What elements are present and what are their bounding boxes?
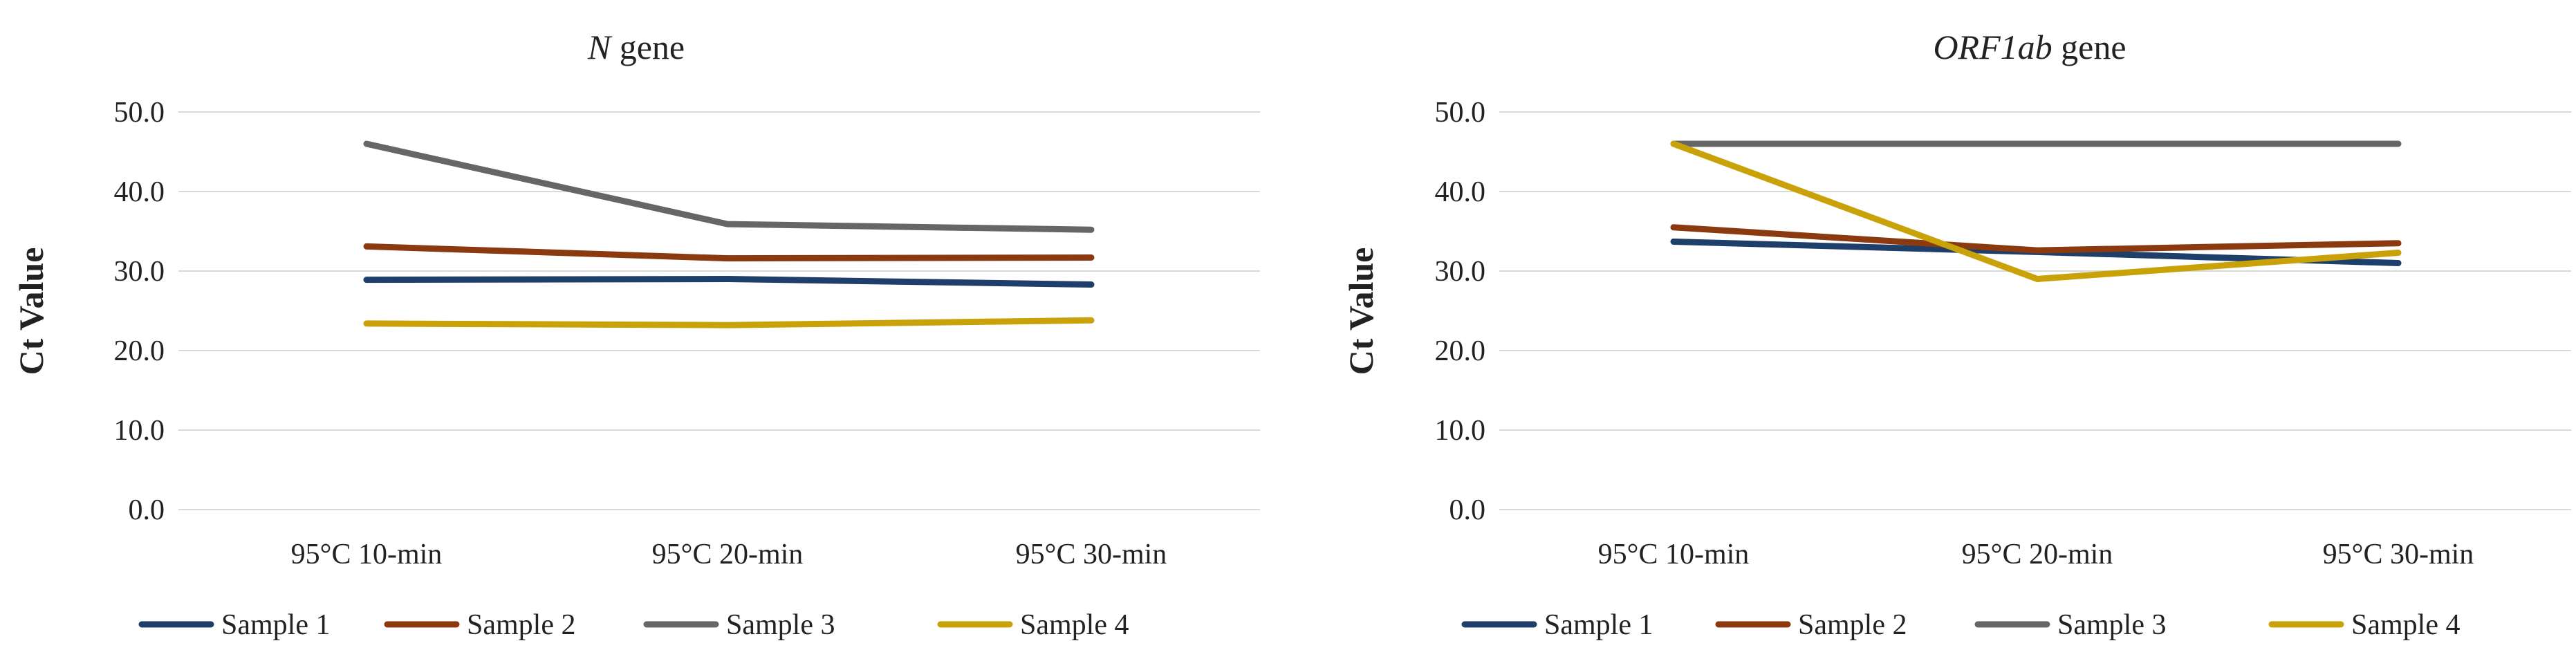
legend-label: Sample 2: [1798, 609, 1907, 641]
y-axis-label: Ct Value: [1342, 248, 1380, 375]
chart-title-rest: gene: [611, 28, 685, 66]
y-tick-label: 40.0: [114, 176, 165, 208]
x-tick-label: 95°C 10-min: [1598, 539, 1750, 570]
legend-label: Sample 4: [1020, 609, 1129, 641]
legend-label: Sample 4: [2351, 609, 2460, 641]
legend-label: Sample 3: [2057, 609, 2166, 641]
y-tick-label: 0.0: [1449, 494, 1486, 526]
legend-label: Sample 1: [1544, 609, 1653, 641]
y-tick-label: 10.0: [114, 415, 165, 447]
x-tick-label: 95°C 10-min: [291, 539, 443, 570]
y-tick-label: 20.0: [114, 335, 165, 367]
y-tick-label: 40.0: [1435, 176, 1486, 208]
series-line-sample-2: [363, 243, 1095, 262]
legend-label: Sample 3: [726, 609, 835, 641]
chart-panel-1: 0.0 10.0 20.0 30.0 40.0 50.0 N gene Ct Value 95°…: [12, 28, 1260, 641]
series-line-sample-4: [363, 317, 1095, 328]
chart-title: ORF1ab gene: [1933, 28, 2126, 66]
y-tick-label: 0.0: [129, 494, 165, 526]
y-axis-label: Ct Value: [12, 248, 50, 375]
legend-label: Sample 1: [221, 609, 330, 641]
y-tick-label: 30.0: [114, 256, 165, 288]
series-line-sample-3: [363, 140, 1095, 233]
x-tick-label: 95°C 30-min: [2323, 539, 2474, 570]
series-line-sample-2: [1670, 224, 2402, 254]
series-line-sample-4: [1670, 140, 2402, 282]
chart-title: N gene: [587, 28, 685, 66]
x-tick-label: 95°C 20-min: [652, 539, 804, 570]
y-tick-label: 50.0: [114, 97, 165, 129]
y-tick-label: 20.0: [1435, 335, 1486, 367]
series-line-sample-1: [363, 276, 1095, 288]
chart-title-rest: gene: [2053, 28, 2126, 66]
x-tick-label: 95°C 30-min: [1016, 539, 1167, 570]
chart-title-italic: ORF1ab: [1933, 28, 2052, 66]
chart-panel-2: 0.0 10.0 20.0 30.0 40.0 50.0 ORF1ab gene Ct Val…: [1342, 28, 2571, 641]
x-tick-label: 95°C 20-min: [1962, 539, 2113, 570]
chart-title-italic: N: [587, 28, 613, 66]
legend-label: Sample 2: [467, 609, 575, 641]
y-tick-label: 30.0: [1435, 256, 1486, 288]
y-tick-label: 50.0: [1435, 97, 1486, 129]
y-tick-label: 10.0: [1435, 415, 1486, 447]
